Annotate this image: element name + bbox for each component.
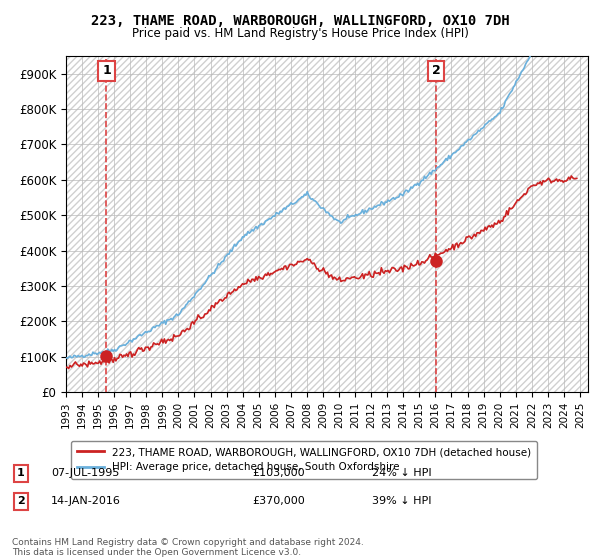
Text: £370,000: £370,000 — [252, 496, 305, 506]
Text: 223, THAME ROAD, WARBOROUGH, WALLINGFORD, OX10 7DH: 223, THAME ROAD, WARBOROUGH, WALLINGFORD… — [91, 14, 509, 28]
Text: 24% ↓ HPI: 24% ↓ HPI — [372, 468, 431, 478]
Text: 39% ↓ HPI: 39% ↓ HPI — [372, 496, 431, 506]
Text: 2: 2 — [17, 496, 25, 506]
Text: Price paid vs. HM Land Registry's House Price Index (HPI): Price paid vs. HM Land Registry's House … — [131, 27, 469, 40]
Text: £103,000: £103,000 — [252, 468, 305, 478]
Legend: 223, THAME ROAD, WARBOROUGH, WALLINGFORD, OX10 7DH (detached house), HPI: Averag: 223, THAME ROAD, WARBOROUGH, WALLINGFORD… — [71, 441, 537, 479]
Text: Contains HM Land Registry data © Crown copyright and database right 2024.
This d: Contains HM Land Registry data © Crown c… — [12, 538, 364, 557]
Text: 07-JUL-1995: 07-JUL-1995 — [51, 468, 119, 478]
Text: 2: 2 — [431, 64, 440, 77]
Text: 1: 1 — [17, 468, 25, 478]
Text: 1: 1 — [102, 64, 111, 77]
Text: 14-JAN-2016: 14-JAN-2016 — [51, 496, 121, 506]
